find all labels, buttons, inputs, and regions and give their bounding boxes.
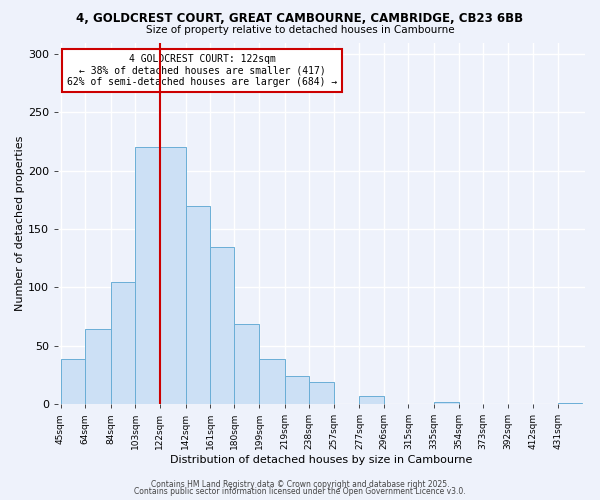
- Bar: [359, 396, 384, 404]
- Bar: [160, 148, 185, 404]
- Bar: [259, 358, 285, 404]
- Bar: [85, 330, 111, 404]
- Text: Contains public sector information licensed under the Open Government Licence v3: Contains public sector information licen…: [134, 487, 466, 496]
- Bar: [61, 358, 85, 404]
- Bar: [135, 148, 160, 404]
- Text: 4 GOLDCREST COURT: 122sqm
← 38% of detached houses are smaller (417)
62% of semi: 4 GOLDCREST COURT: 122sqm ← 38% of detac…: [67, 54, 337, 88]
- Bar: [111, 282, 135, 404]
- Bar: [558, 403, 583, 404]
- Bar: [285, 376, 309, 404]
- Y-axis label: Number of detached properties: Number of detached properties: [15, 136, 25, 311]
- Bar: [210, 246, 235, 404]
- Bar: [185, 206, 210, 404]
- Bar: [235, 324, 259, 404]
- Text: 4, GOLDCREST COURT, GREAT CAMBOURNE, CAMBRIDGE, CB23 6BB: 4, GOLDCREST COURT, GREAT CAMBOURNE, CAM…: [76, 12, 524, 26]
- Bar: [309, 382, 334, 404]
- Text: Size of property relative to detached houses in Cambourne: Size of property relative to detached ho…: [146, 25, 454, 35]
- X-axis label: Distribution of detached houses by size in Cambourne: Distribution of detached houses by size …: [170, 455, 473, 465]
- Bar: [434, 402, 459, 404]
- Text: Contains HM Land Registry data © Crown copyright and database right 2025.: Contains HM Land Registry data © Crown c…: [151, 480, 449, 489]
